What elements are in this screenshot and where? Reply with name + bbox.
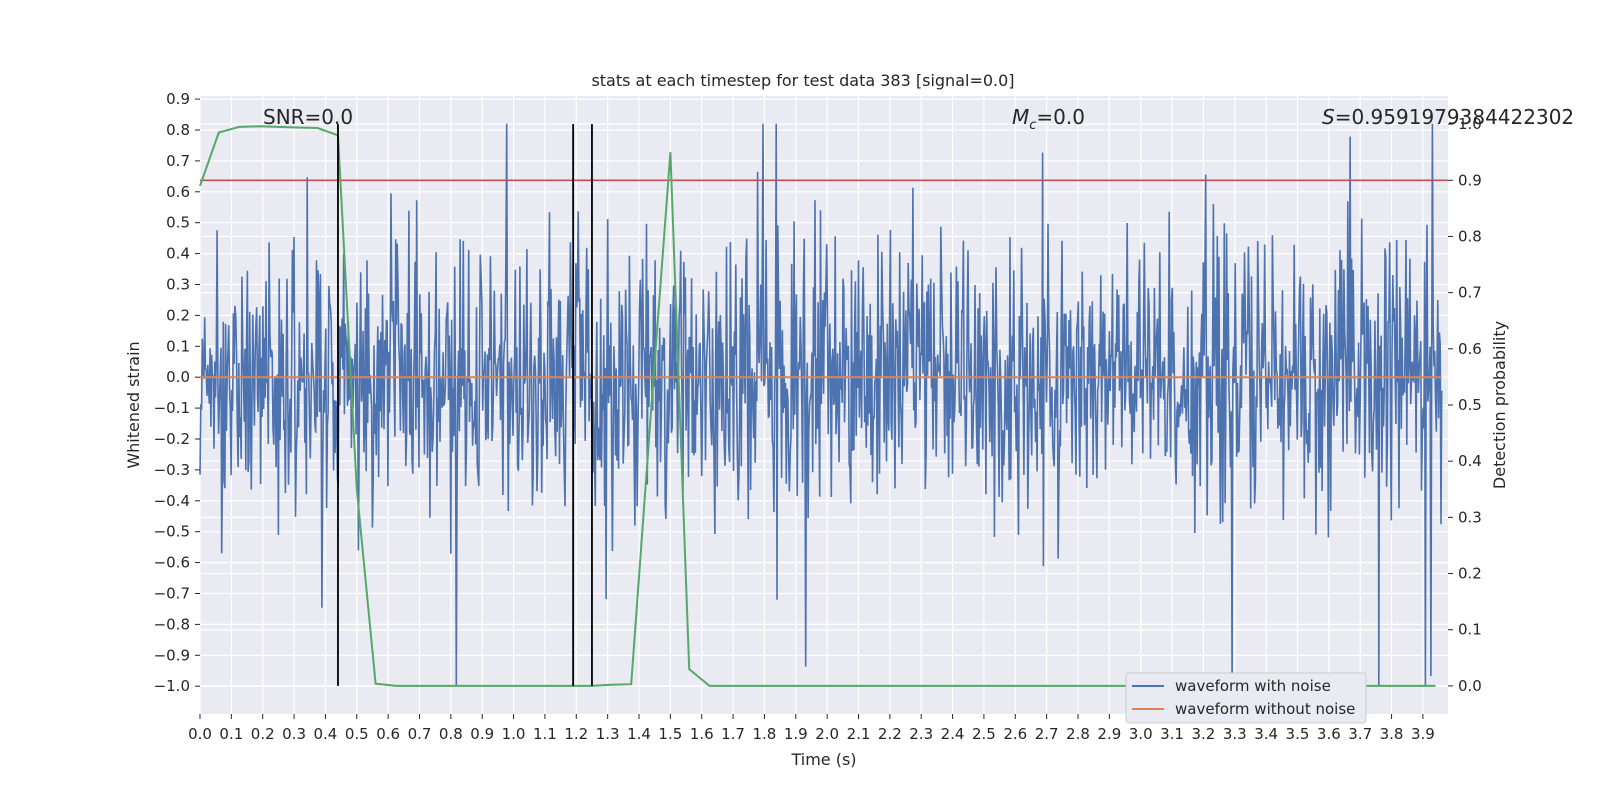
x-tick-label: 0.1: [219, 725, 243, 743]
x-tick-label: 0.4: [313, 725, 337, 743]
x-tick-label: 1.2: [564, 725, 588, 743]
y2-tick-label: 0.5: [1458, 396, 1482, 414]
x-axis-label: Time (s): [790, 750, 856, 769]
x-tick-label: 3.8: [1380, 725, 1404, 743]
x-tick-label: 1.0: [502, 725, 526, 743]
y-tick-label: 0.2: [166, 306, 190, 324]
snr-annotation: SNR=0.0: [263, 105, 353, 129]
y2-tick-label: 0.3: [1458, 508, 1482, 526]
x-tick-label: 3.4: [1254, 725, 1278, 743]
y-tick-label: −1.0: [154, 677, 190, 695]
x-tick-label: 3.3: [1223, 725, 1247, 743]
x-tick-label: 3.2: [1191, 725, 1215, 743]
x-tick-label: 1.8: [752, 725, 776, 743]
x-tick-label: 1.1: [533, 725, 557, 743]
x-tick-label: 3.6: [1317, 725, 1341, 743]
y2-axis-ticks: 1.0 0.9 0.8 0.7 0.6 0.5 0.4 0.3 0.2 0.1 0.0: [1448, 115, 1482, 695]
x-tick-label: 3.7: [1348, 725, 1372, 743]
mc-annotation: Mc=0.0: [1012, 105, 1085, 133]
y-tick-label: 0.9: [166, 90, 190, 108]
x-tick-label: 0.5: [345, 725, 369, 743]
legend-label-noise: waveform with noise: [1175, 677, 1331, 695]
y-tick-label: −0.6: [154, 554, 190, 572]
y-tick-label: −0.4: [154, 492, 190, 510]
y2-tick-label: 0.6: [1458, 340, 1482, 358]
y2-tick-label: 0.4: [1458, 452, 1482, 470]
x-tick-label: 2.9: [1097, 725, 1121, 743]
x-tick-label: 2.5: [972, 725, 996, 743]
y2-tick-label: 0.7: [1458, 284, 1482, 302]
series-waveform-with-noise: [199, 123, 1443, 687]
x-tick-label: 2.7: [1035, 725, 1059, 743]
y-tick-label: 0.5: [166, 214, 190, 232]
y-tick-label: −0.3: [154, 461, 190, 479]
legend-box: [1125, 672, 1367, 724]
y-axis-ticks: 0.9 0.8 0.7 0.6 0.5 0.4 0.3 0.2 0.1 0.0 −0.1 −0.2 −0…: [154, 90, 200, 695]
x-tick-label: 0.9: [470, 725, 494, 743]
x-tick-label: 2.3: [909, 725, 933, 743]
y-tick-label: 0.3: [166, 275, 190, 293]
y-tick-label: 0.1: [166, 337, 190, 355]
x-tick-label: 2.6: [1003, 725, 1027, 743]
s-annotation: S=0.9591979384422302: [1322, 105, 1574, 129]
s-symbol: S: [1322, 105, 1335, 129]
x-tick-label: 1.5: [658, 725, 682, 743]
x-tick-label: 1.3: [596, 725, 620, 743]
x-tick-label: 1.4: [627, 725, 651, 743]
x-tick-label: 2.0: [815, 725, 839, 743]
y-tick-label: 0.0: [166, 368, 190, 386]
y-tick-label: 0.6: [166, 183, 190, 201]
y2-tick-label: 0.0: [1458, 677, 1482, 695]
y-tick-label: −0.8: [154, 615, 190, 633]
x-tick-label: 1.6: [690, 725, 714, 743]
y-tick-label: 0.4: [166, 245, 190, 263]
x-tick-label: 0.2: [251, 725, 275, 743]
y-tick-label: 0.8: [166, 121, 190, 139]
x-tick-label: 2.4: [941, 725, 965, 743]
y-tick-label: −0.1: [154, 399, 190, 417]
x-tick-label: 1.9: [784, 725, 808, 743]
x-tick-label: 0.8: [439, 725, 463, 743]
y2-axis-label: Detection probability: [1490, 321, 1509, 489]
y2-tick-label: 1.0: [1458, 115, 1482, 133]
x-tick-label: 0.3: [282, 725, 306, 743]
y-tick-label: −0.7: [154, 584, 190, 602]
x-tick-label: 2.2: [878, 725, 902, 743]
x-tick-label: 3.0: [1129, 725, 1153, 743]
x-tick-label: 3.1: [1160, 725, 1184, 743]
x-tick-label: 3.5: [1286, 725, 1310, 743]
y-tick-label: 0.7: [166, 152, 190, 170]
legend-label-clean: waveform without noise: [1175, 700, 1355, 718]
legend: waveform with noise waveform without noi…: [1125, 672, 1367, 724]
x-tick-label: 2.8: [1066, 725, 1090, 743]
y-tick-label: −0.2: [154, 430, 190, 448]
chart-title: stats at each timestep for test data 383…: [591, 71, 1014, 90]
y2-tick-label: 0.2: [1458, 565, 1482, 583]
x-tick-label: 0.7: [408, 725, 432, 743]
x-axis-ticks: 0.0 0.1 0.2 0.3 0.4 0.5 0.6 0.7 0.8 0.9 1.0 1.1 1.2 1…: [188, 714, 1435, 743]
mc-value: =0.0: [1036, 105, 1085, 129]
x-tick-label: 0.6: [376, 725, 400, 743]
x-tick-label: 1.7: [721, 725, 745, 743]
mc-subscript: c: [1029, 118, 1036, 133]
x-tick-label: 3.9: [1411, 725, 1435, 743]
s-value: =0.9591979384422302: [1335, 105, 1574, 129]
y-tick-label: −0.5: [154, 523, 190, 541]
y2-tick-label: 0.9: [1458, 171, 1482, 189]
x-tick-label: 0.0: [188, 725, 212, 743]
x-tick-label: 2.1: [847, 725, 871, 743]
y2-tick-label: 0.8: [1458, 227, 1482, 245]
mc-symbol: M: [1012, 105, 1029, 129]
y2-tick-label: 0.1: [1458, 621, 1482, 639]
y-axis-label: Whitened strain: [124, 341, 143, 468]
y-tick-label: −0.9: [154, 646, 190, 664]
